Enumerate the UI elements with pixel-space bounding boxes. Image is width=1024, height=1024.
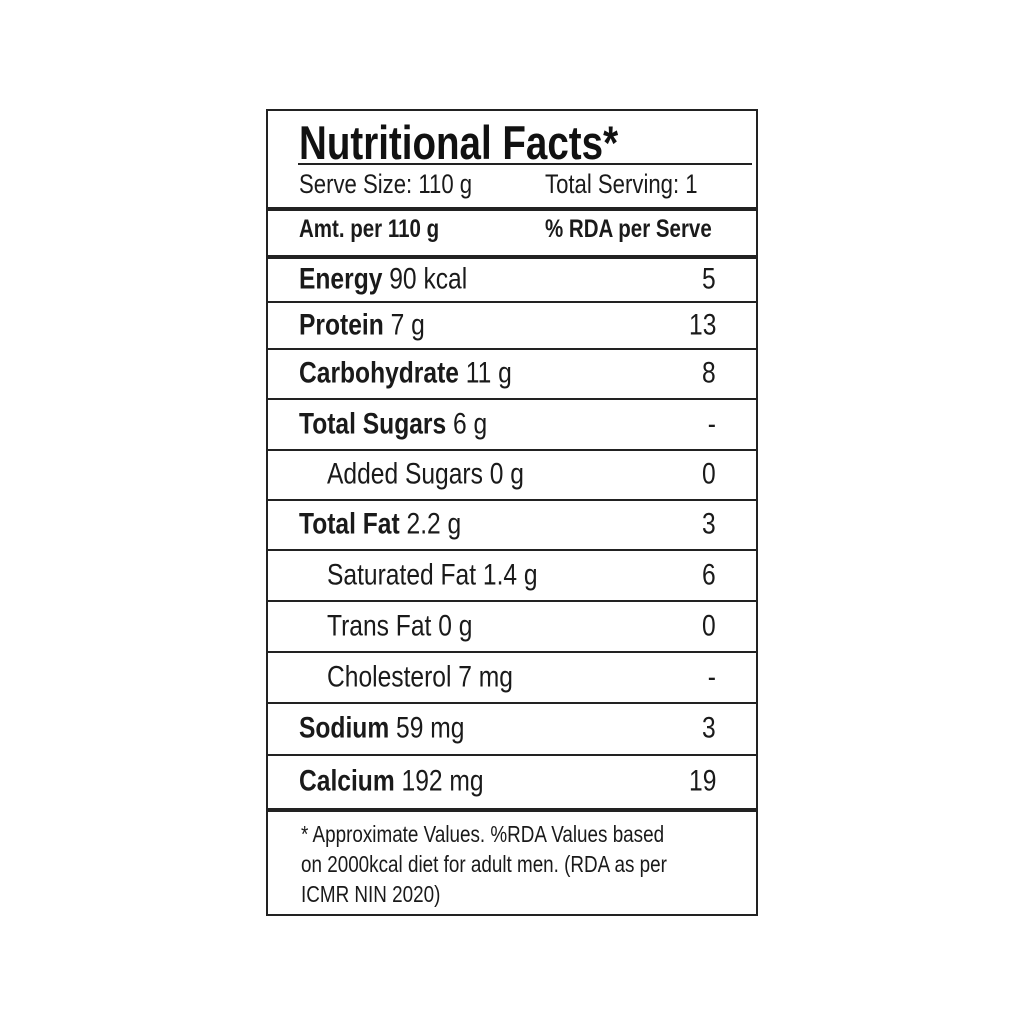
title-text: Nutritional Facts* bbox=[299, 116, 619, 169]
divider bbox=[268, 499, 756, 501]
divider bbox=[268, 808, 756, 812]
nutrient-rda: 6 bbox=[699, 558, 716, 592]
nutrient-name: Trans Fat bbox=[327, 608, 432, 642]
divider bbox=[268, 255, 756, 259]
nutrient-label: Protein 7 g bbox=[299, 308, 452, 342]
rda-value: 6 bbox=[702, 557, 716, 591]
nutrient-row: Trans Fat 0 g 0 bbox=[268, 602, 756, 653]
rda-value: 13 bbox=[688, 307, 716, 341]
nutrient-name: Protein bbox=[299, 307, 384, 341]
divider bbox=[268, 348, 756, 350]
rda-value: - bbox=[707, 406, 716, 440]
nutrient-label: Trans Fat 0 g bbox=[327, 609, 504, 643]
nutrient-row: Energy 90 kcal 5 bbox=[268, 259, 756, 303]
rda-value: 5 bbox=[702, 262, 716, 296]
footnote-line: ICMR NIN 2020) bbox=[301, 881, 441, 907]
nutrient-row: Calcium 192 mg 19 bbox=[268, 756, 756, 808]
divider bbox=[268, 301, 756, 303]
divider bbox=[268, 702, 756, 704]
nutrient-amount: 0 g bbox=[489, 457, 524, 491]
nutrient-amount: 6 g bbox=[453, 406, 488, 440]
nutrient-amount: 192 mg bbox=[401, 764, 484, 798]
serve-size-text: Serve Size: 110 g bbox=[299, 169, 473, 199]
title-divider bbox=[298, 163, 752, 165]
nutrient-rda: 8 bbox=[699, 356, 716, 390]
divider bbox=[268, 398, 756, 400]
nutrient-rda: 0 bbox=[699, 609, 716, 643]
nutrient-name: Added Sugars bbox=[327, 457, 483, 491]
nutrient-rda: 3 bbox=[699, 507, 716, 541]
nutrient-rda: - bbox=[706, 407, 716, 441]
nutrient-rda: 19 bbox=[683, 764, 716, 798]
rda-value: 0 bbox=[702, 608, 716, 642]
rda-value: - bbox=[707, 659, 716, 693]
nutrient-name: Saturated Fat bbox=[327, 557, 477, 591]
nutrient-row: Added Sugars 0 g 0 bbox=[268, 451, 756, 501]
nutrient-row: Carbohydrate 11 g 8 bbox=[268, 350, 756, 400]
nutrient-amount: 90 kcal bbox=[389, 262, 468, 296]
header-amount: Amt. per 110 g bbox=[299, 215, 470, 244]
total-serving: Total Serving: 1 bbox=[545, 169, 731, 200]
rda-value: 0 bbox=[702, 457, 716, 491]
nutrient-row: Total Sugars 6 g - bbox=[268, 400, 756, 451]
nutrient-amount: 59 mg bbox=[396, 711, 465, 745]
header-amount-text: Amt. per 110 g bbox=[299, 215, 440, 243]
nutrition-facts-panel: Nutritional Facts* Serve Size: 110 g Tot… bbox=[266, 109, 758, 916]
nutrient-amount: 0 g bbox=[438, 608, 473, 642]
nutrient-rda: 13 bbox=[683, 308, 716, 342]
nutrient-label: Cholesterol 7 mg bbox=[327, 660, 554, 694]
divider bbox=[268, 549, 756, 551]
nutrient-amount: 7 mg bbox=[458, 659, 513, 693]
nutrient-rda: 5 bbox=[699, 262, 716, 296]
nutrient-label: Total Sugars 6 g bbox=[299, 407, 529, 441]
nutrient-label: Energy 90 kcal bbox=[299, 262, 504, 296]
divider bbox=[268, 207, 756, 211]
nutrient-label: Sodium 59 mg bbox=[299, 711, 501, 745]
rda-value: 8 bbox=[702, 356, 716, 390]
divider bbox=[268, 651, 756, 653]
nutrient-label: Carbohydrate 11 g bbox=[299, 356, 559, 390]
total-serving-text: Total Serving: 1 bbox=[545, 169, 698, 199]
nutrient-name: Calcium bbox=[299, 764, 395, 798]
rda-value: 3 bbox=[702, 711, 716, 745]
nutrient-amount: 1.4 g bbox=[482, 557, 538, 591]
rda-value: 3 bbox=[702, 507, 716, 541]
divider bbox=[268, 449, 756, 451]
footnote-line: on 2000kcal diet for adult men. (RDA as … bbox=[301, 851, 667, 877]
divider bbox=[268, 754, 756, 756]
nutrient-label: Saturated Fat 1.4 g bbox=[327, 558, 584, 592]
nutrient-amount: 2.2 g bbox=[406, 507, 462, 541]
nutrient-rda: 3 bbox=[699, 711, 716, 745]
panel-title: Nutritional Facts* bbox=[299, 115, 688, 170]
nutrient-name: Cholesterol bbox=[327, 659, 452, 693]
divider bbox=[268, 600, 756, 602]
nutrient-label: Total Fat 2.2 g bbox=[299, 507, 497, 541]
nutrient-name: Sodium bbox=[299, 711, 390, 745]
nutrient-name: Total Sugars bbox=[299, 406, 447, 440]
header-rda-text: % RDA per Serve bbox=[545, 215, 712, 243]
nutrient-rda: 0 bbox=[699, 457, 716, 491]
footnote: * Approximate Values. %RDA Values based … bbox=[301, 819, 747, 909]
nutrient-rda: - bbox=[706, 660, 716, 694]
nutrient-amount: 7 g bbox=[390, 307, 425, 341]
nutrient-row: Protein 7 g 13 bbox=[268, 303, 756, 350]
nutrient-name: Energy bbox=[299, 262, 383, 296]
nutrient-label: Added Sugars 0 g bbox=[327, 457, 567, 491]
nutrient-name: Carbohydrate bbox=[299, 356, 459, 390]
nutrient-name: Total Fat bbox=[299, 507, 400, 541]
nutrient-row: Saturated Fat 1.4 g 6 bbox=[268, 551, 756, 602]
serve-size: Serve Size: 110 g bbox=[299, 169, 510, 200]
nutrient-row: Sodium 59 mg 3 bbox=[268, 704, 756, 756]
footnote-line: * Approximate Values. %RDA Values based bbox=[301, 821, 665, 847]
nutrient-row: Cholesterol 7 mg - bbox=[268, 653, 756, 704]
nutrient-amount: 11 g bbox=[465, 356, 512, 390]
rda-value: 19 bbox=[688, 764, 716, 798]
nutrient-row: Total Fat 2.2 g 3 bbox=[268, 501, 756, 551]
nutrient-label: Calcium 192 mg bbox=[299, 764, 524, 798]
header-rda: % RDA per Serve bbox=[545, 215, 748, 244]
